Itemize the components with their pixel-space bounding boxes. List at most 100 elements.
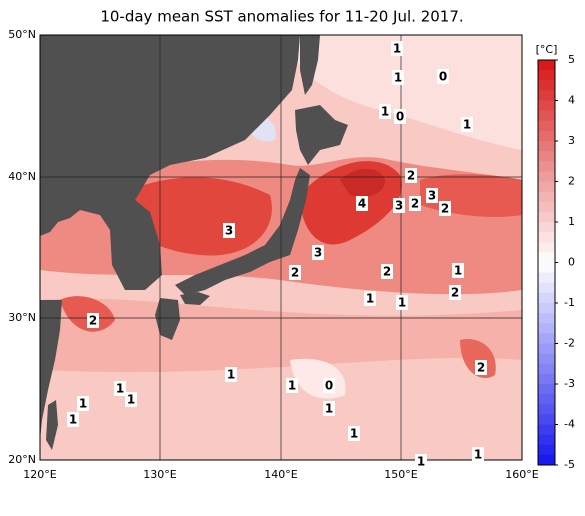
land <box>40 35 300 290</box>
contour-label-box <box>439 201 451 216</box>
contour-label-box <box>379 104 391 119</box>
contour-label: 1 <box>417 455 425 469</box>
contour-label: 1 <box>69 413 77 427</box>
contour-label: 1 <box>79 397 87 411</box>
colorbar-segment <box>538 60 555 71</box>
colorbar-segment <box>538 70 555 81</box>
contour-label: 2 <box>407 169 415 183</box>
contour-label-box <box>409 196 421 211</box>
land <box>300 35 320 95</box>
colorbar-tick-label: -4 <box>564 418 575 431</box>
contour-label: 2 <box>383 265 391 279</box>
contour-label: 1 <box>116 382 124 396</box>
lon-label: 150°E <box>384 468 417 481</box>
lon-label: 160°E <box>505 468 538 481</box>
colorbar-segment <box>538 110 555 122</box>
colorbar-segment <box>538 384 555 395</box>
contour-label-box <box>323 378 335 393</box>
contour-label-box <box>125 392 137 407</box>
contour-label-box <box>67 412 79 427</box>
lat-label: 40°N <box>8 170 36 183</box>
contour-label: 1 <box>127 393 135 407</box>
land <box>46 400 58 450</box>
colorbar-segment <box>538 394 555 405</box>
colorbar-segment <box>538 434 555 446</box>
contour-label-box <box>405 168 417 183</box>
colorbar-segment <box>538 161 555 172</box>
contour-label-box <box>225 367 237 382</box>
contour-label-box <box>437 69 449 84</box>
contour-label: 3 <box>395 199 403 213</box>
colorbar-tick-label: -3 <box>564 377 575 390</box>
colorbar-segment <box>538 444 555 456</box>
map-frame <box>39 34 523 461</box>
contour-label: 1 <box>325 402 333 416</box>
contour-label: 1 <box>454 264 462 278</box>
contour-label-box <box>223 223 235 238</box>
contour-label: 1 <box>288 379 296 393</box>
colorbar-segment <box>538 181 555 193</box>
contour-label: 0 <box>439 70 447 84</box>
contour-label-box <box>286 378 298 393</box>
colorbar-segment <box>538 363 555 375</box>
colorbar-segment <box>538 262 555 274</box>
contour-label-box <box>449 285 461 300</box>
contour-label: 2 <box>411 197 419 211</box>
contour-label: 2 <box>477 361 485 375</box>
contour-label: 2 <box>441 202 449 216</box>
colorbar-tick-label: -1 <box>564 296 575 309</box>
contour-label: 2 <box>89 314 97 328</box>
colorbar-segment <box>538 333 555 344</box>
colorbar-segment <box>538 292 555 304</box>
contour-label: 3 <box>314 246 322 260</box>
colorbar-tick-label: -2 <box>564 337 575 350</box>
lon-label: 140°E <box>264 468 297 481</box>
colorbar-segment <box>538 151 555 162</box>
colorbar-segment <box>538 272 555 284</box>
contour-label-box <box>393 198 405 213</box>
colorbar-segment <box>538 222 555 233</box>
contour-label-box <box>289 265 301 280</box>
colorbar-segment <box>538 303 555 314</box>
lat-label: 30°N <box>8 311 36 324</box>
contour-label-box <box>472 447 484 462</box>
colorbar-segment <box>538 201 555 213</box>
colorbar-segment <box>538 454 555 466</box>
lat-label: 50°N <box>8 28 36 41</box>
colorbar-segment <box>538 90 555 101</box>
colorbar-segment <box>538 171 555 182</box>
contour-label: 1 <box>474 448 482 462</box>
contour-label: 2 <box>291 266 299 280</box>
contour-label: 0 <box>396 110 404 124</box>
colorbar-segment <box>538 424 555 436</box>
colorbar-segment <box>538 232 555 243</box>
grid <box>40 35 522 460</box>
contour-label-box <box>381 264 393 279</box>
contour-label: 4 <box>358 197 366 211</box>
contour-label-box <box>356 196 368 211</box>
anomaly-area <box>340 168 385 197</box>
land <box>180 292 210 305</box>
contour-label-box <box>461 117 473 132</box>
colorbar-tick-label: 1 <box>568 215 575 228</box>
contour-label-box <box>415 454 427 469</box>
contour-label: 3 <box>225 224 233 238</box>
contour-label-box <box>392 70 404 85</box>
colorbar-segment <box>538 191 555 203</box>
contour-label-box <box>323 401 335 416</box>
contour-label-box <box>452 263 464 278</box>
contour-label: 0 <box>325 379 333 393</box>
lon-label: 130°E <box>143 468 176 481</box>
contour-label: 1 <box>398 296 406 310</box>
colorbar-segment <box>538 141 555 152</box>
colorbar-segment <box>538 373 555 385</box>
contour-label-box <box>87 313 99 328</box>
title: 10-day mean SST anomalies for 11-20 Jul.… <box>100 8 463 26</box>
colorbar-segment <box>538 404 555 415</box>
colorbar-segment <box>538 343 555 355</box>
contour-label-box <box>348 426 360 441</box>
contour-label-box <box>312 245 324 260</box>
colorbar-segment <box>538 313 555 324</box>
contour-label-box <box>475 360 487 375</box>
